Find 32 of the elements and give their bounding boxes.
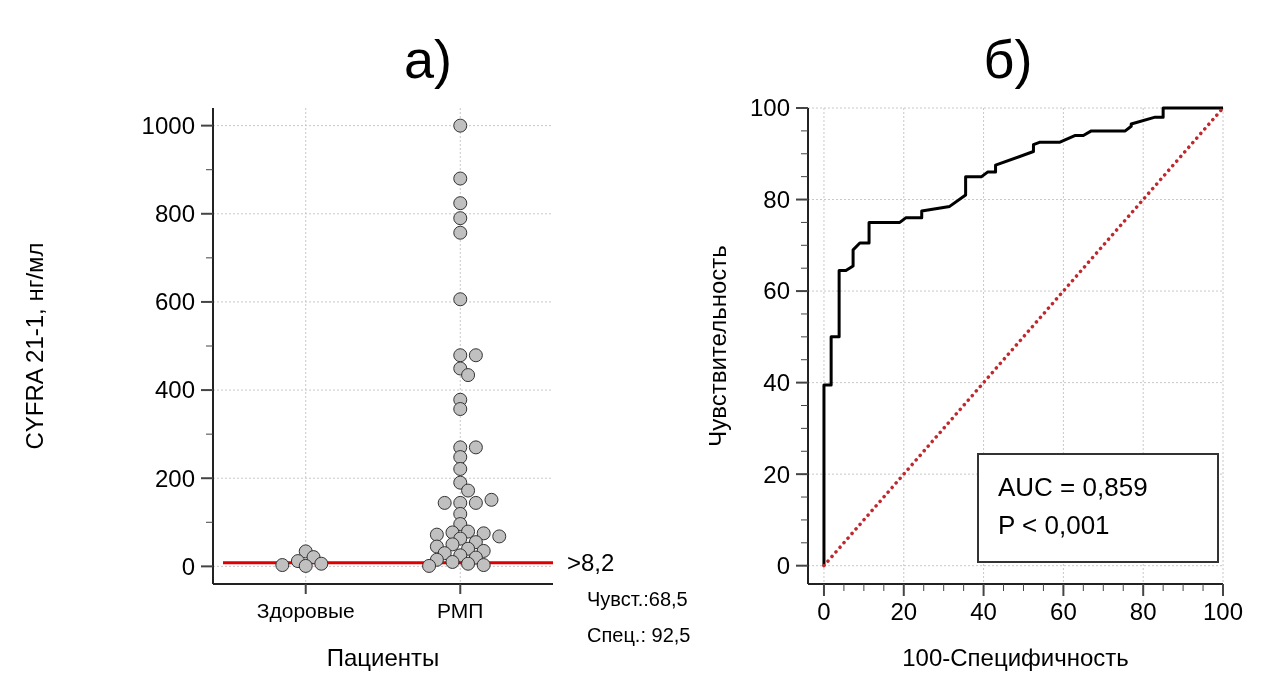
line-series [822, 106, 1225, 568]
annotation: AUC = 0,859 [998, 472, 1148, 502]
y-tick-label: 60 [763, 277, 790, 305]
y-tick-label: 600 [154, 288, 195, 316]
y-tick-label: 20 [763, 460, 790, 488]
y-tick-label: 1000 [141, 112, 195, 140]
x-axis-title: Пациенты [326, 644, 440, 671]
x-tick-label: 0 [817, 598, 831, 625]
text: Спец.: 92,5 [587, 624, 691, 646]
x-tick-label: 80 [1129, 598, 1157, 625]
y-tick-label: 100 [749, 94, 790, 122]
y-tick-label: 40 [763, 369, 790, 397]
x-tick-label: РМП [437, 599, 484, 622]
chart-title: б) [983, 29, 1033, 89]
annotation: P < 0,001 [998, 510, 1110, 540]
y-axis-title: Чувствительность [704, 245, 731, 447]
y-axis-title: CYFRA 21-1, нг/мл [21, 242, 48, 450]
x-axis-title: 100-Специфичность [902, 644, 1129, 671]
y-tick-label: 200 [154, 464, 195, 492]
ref-line-label: >8,2 [567, 549, 615, 577]
x-tick-label: 100 [1202, 598, 1244, 625]
y-tick-label: 80 [763, 185, 790, 213]
y-tick-label: 400 [154, 376, 195, 404]
y-tick-label: 800 [154, 200, 195, 228]
x-tick-label: Здоровые [256, 599, 355, 622]
y-tick-label: 0 [181, 552, 195, 580]
text: Чувст.:68,5 [587, 588, 688, 610]
x-tick-label: 20 [890, 598, 918, 625]
y-tick-label: 0 [776, 552, 790, 580]
x-tick-label: 60 [1050, 598, 1077, 625]
x-tick-label: 40 [970, 598, 997, 625]
chart-title: а) [403, 29, 453, 89]
